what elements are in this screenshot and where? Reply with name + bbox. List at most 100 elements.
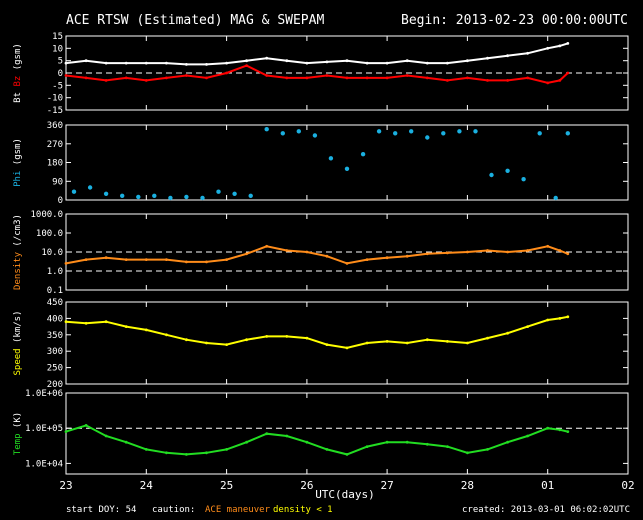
- temp-point-temp: [425, 442, 429, 446]
- mag-point-bt: [506, 54, 509, 58]
- mag-point-bt: [365, 61, 369, 65]
- mag-point-bt: [345, 59, 349, 63]
- phi-point-phi: [393, 131, 398, 136]
- density-point-density: [225, 258, 229, 261]
- phi-y-label-part: Phi: [13, 171, 23, 187]
- speed-y-tick-label: 200: [47, 380, 63, 390]
- phi-y-tick-label: 0: [58, 196, 63, 206]
- x-tick-label: 01: [541, 479, 554, 492]
- temp-series-line-temp: [65, 424, 569, 456]
- mag-point-bz: [144, 79, 148, 82]
- density-point-density: [446, 251, 449, 255]
- density-point-density: [285, 249, 289, 252]
- mag-point-bz: [405, 74, 409, 77]
- speed-point-speed: [365, 341, 369, 345]
- density-point-density: [365, 258, 369, 261]
- mag-point-bz: [185, 74, 188, 77]
- density-y-tick-label: 100.0: [36, 229, 63, 239]
- phi-point-phi: [296, 129, 301, 134]
- mag-point-bz: [265, 74, 269, 77]
- temp-point-temp: [546, 426, 550, 430]
- density-point-density: [205, 260, 208, 264]
- temp-point-temp: [64, 430, 68, 433]
- x-tick-label: 25: [220, 479, 233, 492]
- mag-point-bt: [325, 60, 329, 64]
- speed-point-speed: [225, 343, 229, 346]
- density-series-line-density: [65, 245, 569, 265]
- density-point-density: [425, 252, 429, 256]
- phi-point-phi: [136, 194, 141, 200]
- speed-point-speed: [104, 320, 108, 324]
- phi-point-phi: [441, 131, 446, 136]
- phi-point-phi: [409, 129, 414, 134]
- x-tick-label: 24: [140, 479, 154, 492]
- mag-y-tick-label: -5: [52, 81, 63, 91]
- speed-point-speed: [305, 336, 309, 340]
- density-point-density: [546, 244, 550, 248]
- mag-point-bz: [285, 76, 289, 80]
- phi-point-phi: [473, 129, 478, 134]
- density-y-tick-label: 0.1: [47, 286, 63, 296]
- speed-point-speed: [84, 321, 88, 325]
- phi-point-phi: [521, 177, 526, 182]
- start-doy: start DOY: 54: [66, 505, 136, 515]
- density-y-tick-label: 1.0: [47, 267, 63, 277]
- speed-y-tick-label: 400: [47, 314, 63, 324]
- phi-point-phi: [565, 131, 570, 136]
- speed-series-line-speed: [65, 315, 568, 349]
- density-point-density: [124, 258, 128, 261]
- speed-point-speed: [185, 338, 188, 342]
- mag-point-bz: [425, 76, 429, 80]
- mag-point-bt: [144, 61, 148, 65]
- speed-y-tick-label: 450: [47, 298, 63, 308]
- speed-y-tick-label: 350: [47, 331, 63, 341]
- mag-point-bz: [566, 71, 570, 75]
- temp-point-temp: [385, 440, 389, 444]
- temp-y-label-part: (K): [13, 412, 23, 434]
- speed-point-speed: [345, 346, 349, 350]
- speed-point-speed: [265, 335, 269, 338]
- mag-point-bt: [526, 51, 529, 55]
- temp-point-temp: [245, 440, 249, 444]
- temp-point-temp: [124, 440, 128, 444]
- mag-point-bz: [385, 76, 389, 80]
- created-time: created: 2013-03-01 06:02:02UTC: [462, 505, 630, 515]
- mag-point-bz: [486, 79, 489, 82]
- mag-point-bz: [305, 76, 309, 80]
- mag-y-axis-label: Bt Bz (gsm): [13, 43, 23, 103]
- phi-point-phi: [489, 172, 494, 178]
- mag-point-bt: [305, 61, 309, 65]
- mag-point-bt: [285, 59, 289, 63]
- mag-point-bz: [325, 74, 329, 77]
- speed-y-axis-label: Speed (km/s): [13, 310, 23, 375]
- phi-y-tick-label: 270: [47, 140, 63, 150]
- mag-point-bz: [345, 76, 349, 80]
- mag-point-bt: [64, 61, 68, 65]
- density-point-density: [245, 252, 249, 256]
- speed-point-speed: [405, 341, 409, 345]
- density-y-axis-label: Density (/cm3): [13, 214, 23, 290]
- mag-point-bt: [425, 61, 429, 65]
- density-point-density: [265, 244, 269, 248]
- phi-y-tick-label: 180: [47, 159, 63, 169]
- mag-point-bz: [365, 76, 369, 80]
- temp-point-temp: [285, 434, 289, 438]
- speed-point-speed: [486, 336, 489, 340]
- phi-y-tick-label: 360: [47, 121, 63, 131]
- temp-point-temp: [325, 448, 329, 451]
- mag-y-tick-label: 5: [58, 57, 63, 67]
- mag-point-bt: [446, 61, 449, 65]
- speed-point-speed: [526, 325, 529, 328]
- mag-point-bt: [225, 61, 229, 65]
- speed-point-speed: [558, 317, 562, 320]
- mag-point-bt: [405, 59, 409, 63]
- density-point-density: [165, 258, 168, 261]
- phi-point-phi: [120, 193, 125, 198]
- phi-point-phi: [248, 193, 253, 198]
- speed-y-tick-label: 300: [47, 347, 63, 357]
- speed-point-speed: [144, 328, 148, 332]
- mag-point-bz: [104, 79, 108, 82]
- x-tick-label: 26: [300, 479, 313, 492]
- phi-y-tick-label: 90: [52, 177, 63, 187]
